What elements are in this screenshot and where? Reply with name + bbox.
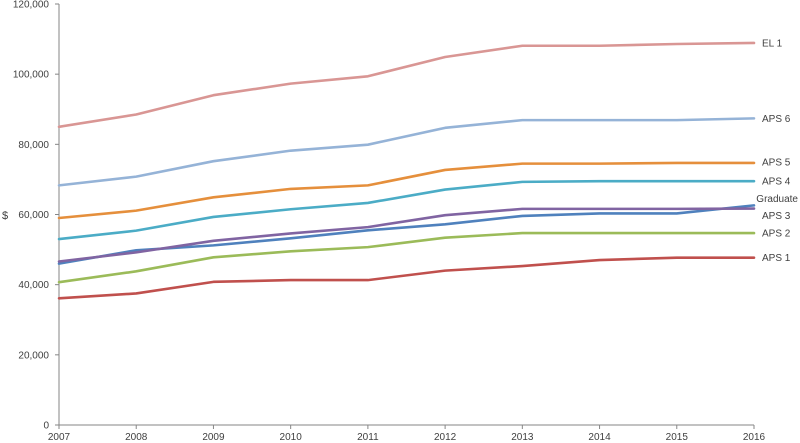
- series-label: Graduate: [756, 194, 798, 205]
- series-line-aps-6: [57, 117, 756, 187]
- series-labels: EL 1 APS 6 APS 5 APS 4 Graduate APS 3 APS 2 APS…: [756, 38, 798, 264]
- series-line-el-1: [57, 41, 756, 129]
- x-tick-label: 2016: [743, 432, 766, 443]
- y-tick-label: 40,000: [18, 280, 49, 291]
- x-tick-label: 2013: [511, 432, 534, 443]
- y-axis-ticks: 0 20,000 40,000 60,000 80,000 100,000 120,000: [13, 0, 59, 432]
- series-line-graduate: [57, 204, 756, 265]
- x-tick-label: 2009: [202, 432, 225, 443]
- x-tick-label: 2015: [666, 432, 689, 443]
- y-tick-label: 120,000: [13, 0, 50, 11]
- series-line-aps-1: [57, 256, 756, 300]
- y-tick-label: 20,000: [18, 350, 49, 361]
- series-label: APS 1: [762, 253, 791, 264]
- x-tick-label: 2011: [357, 432, 379, 443]
- x-tick-label: 2008: [125, 432, 148, 443]
- series-line-aps-4: [57, 179, 756, 241]
- series-label: APS 2: [762, 229, 791, 240]
- x-tick-label: 2012: [434, 432, 457, 443]
- series-label: EL 1: [762, 38, 783, 49]
- series-line-aps-5: [57, 161, 756, 220]
- y-tick-label: 80,000: [18, 140, 49, 151]
- x-tick-label: 2014: [588, 432, 611, 443]
- y-tick-label: 0: [43, 421, 49, 432]
- y-tick-label: 60,000: [18, 210, 49, 221]
- series-line-aps-2: [57, 231, 756, 284]
- x-tick-label: 2010: [280, 432, 303, 443]
- series-line-aps-3: [57, 207, 756, 263]
- series-label: APS 6: [762, 114, 791, 125]
- y-tick-label: 100,000: [13, 70, 50, 81]
- series-lines: [57, 41, 756, 300]
- y-axis-title: $: [2, 210, 8, 222]
- x-axis-ticks: 2007 2008 2009 2010 2011 2012 2013 2014 2015 2016: [48, 425, 766, 443]
- series-label: APS 5: [762, 157, 791, 168]
- x-tick-label: 2007: [48, 432, 71, 443]
- series-label: APS 4: [762, 177, 791, 188]
- series-label: APS 3: [762, 211, 791, 222]
